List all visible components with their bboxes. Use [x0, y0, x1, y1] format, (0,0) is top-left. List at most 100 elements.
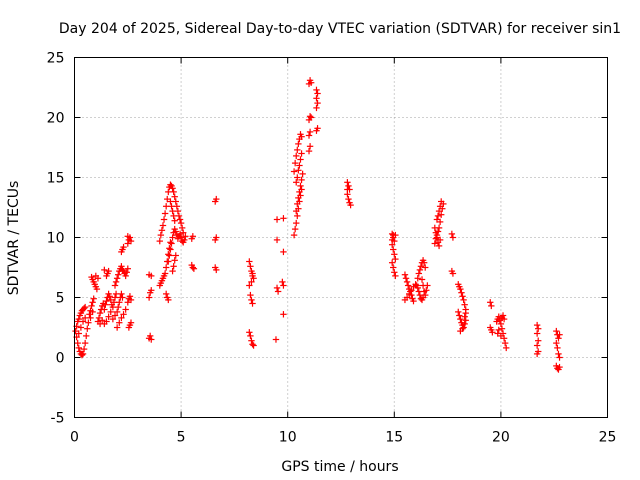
data-point-plus	[406, 290, 413, 298]
data-point-plus	[103, 297, 110, 305]
data-point-plus	[438, 198, 445, 205]
data-point-plus	[403, 278, 411, 286]
data-point-plus	[178, 224, 186, 232]
data-point-plus	[459, 293, 466, 300]
data-point-plus	[170, 212, 177, 220]
data-point-plus	[167, 198, 174, 205]
data-point-plus	[180, 229, 187, 236]
data-point-plus	[345, 195, 352, 203]
data-point-plus	[403, 294, 411, 301]
data-point-plus	[280, 311, 287, 318]
y-tick-label: 15	[47, 171, 65, 187]
data-point-plus	[553, 327, 560, 335]
data-point-plus	[172, 228, 179, 235]
data-point-plus	[306, 143, 314, 150]
data-point-plus	[80, 345, 88, 353]
data-point-plus	[102, 301, 109, 308]
data-point-plus	[314, 99, 321, 107]
data-point-plus	[272, 336, 280, 343]
data-point-plus	[435, 242, 443, 250]
data-point-plus	[182, 233, 189, 240]
data-point-plus	[533, 321, 541, 329]
y-tick-label: 20	[47, 111, 65, 127]
data-point-plus	[535, 325, 542, 332]
data-point-plus	[273, 236, 281, 244]
data-point-plus	[75, 330, 82, 337]
data-point-plus	[307, 79, 315, 86]
data-point-plus	[420, 259, 428, 266]
data-point-plus	[167, 181, 174, 188]
data-point-plus	[122, 306, 129, 313]
data-point-plus	[298, 133, 305, 140]
data-point-plus	[103, 318, 110, 325]
x-axis-label: GPS time / hours	[281, 459, 398, 475]
data-point-plus	[501, 339, 509, 347]
data-point-plus	[111, 312, 119, 319]
data-point-plus	[106, 293, 113, 300]
data-point-plus	[402, 275, 410, 282]
data-point-plus	[189, 233, 197, 240]
data-point-plus	[88, 302, 95, 310]
data-point-plus	[436, 203, 444, 210]
data-point-plus	[295, 167, 302, 174]
data-point-plus	[156, 237, 163, 245]
data-point-plus	[291, 225, 299, 233]
data-point-plus	[118, 290, 125, 298]
data-point-plus	[119, 266, 126, 274]
data-point-plus	[422, 291, 429, 299]
data-point-plus	[457, 285, 464, 293]
data-point-plus	[423, 287, 430, 294]
data-point-plus	[78, 351, 86, 359]
data-point-plus	[85, 319, 92, 326]
data-point-plus	[432, 229, 440, 236]
data-point-plus	[294, 200, 301, 208]
data-point-plus	[554, 344, 561, 352]
data-point-plus	[171, 217, 178, 224]
data-point-plus	[124, 265, 131, 272]
data-point-plus	[93, 285, 101, 293]
data-point-plus	[449, 234, 457, 241]
data-point-plus	[436, 236, 444, 244]
data-point-plus	[418, 276, 426, 283]
data-point-plus	[105, 313, 112, 320]
data-point-plus	[94, 275, 102, 282]
data-point-plus	[555, 335, 562, 342]
data-point-plus	[556, 354, 563, 361]
data-point-plus	[161, 270, 169, 277]
data-point-plus	[79, 318, 87, 325]
data-point-plus	[115, 303, 122, 311]
data-point-plus	[461, 301, 468, 308]
data-point-plus	[83, 332, 90, 340]
data-point-plus	[74, 339, 81, 347]
data-point-plus	[313, 104, 320, 112]
data-point-plus	[417, 263, 425, 270]
data-point-plus	[390, 231, 397, 239]
data-point-plus	[247, 332, 254, 340]
data-point-plus	[246, 329, 253, 336]
data-point-plus	[87, 314, 94, 322]
data-point-plus	[412, 281, 419, 288]
data-point-plus	[345, 182, 352, 190]
data-point-plus	[176, 230, 184, 238]
data-point-plus	[293, 207, 300, 215]
data-point-plus	[535, 337, 542, 344]
data-point-plus	[274, 288, 282, 295]
data-point-plus	[158, 227, 166, 234]
data-point-plus	[390, 246, 397, 253]
data-point-plus	[295, 140, 302, 148]
data-point-plus	[159, 222, 167, 229]
data-point-plus	[296, 188, 303, 196]
data-point-plus	[157, 231, 165, 239]
data-point-plus	[161, 210, 169, 217]
data-point-plus	[306, 128, 314, 136]
data-point-plus	[456, 312, 463, 319]
data-point-plus	[160, 216, 168, 223]
data-point-plus	[171, 257, 178, 264]
data-point-plus	[116, 319, 123, 326]
data-point-plus	[249, 270, 256, 277]
data-point-plus	[165, 251, 172, 258]
data-point-plus	[273, 284, 281, 292]
data-point-plus	[213, 195, 220, 203]
data-point-plus	[273, 216, 281, 223]
data-point-plus	[113, 324, 121, 331]
